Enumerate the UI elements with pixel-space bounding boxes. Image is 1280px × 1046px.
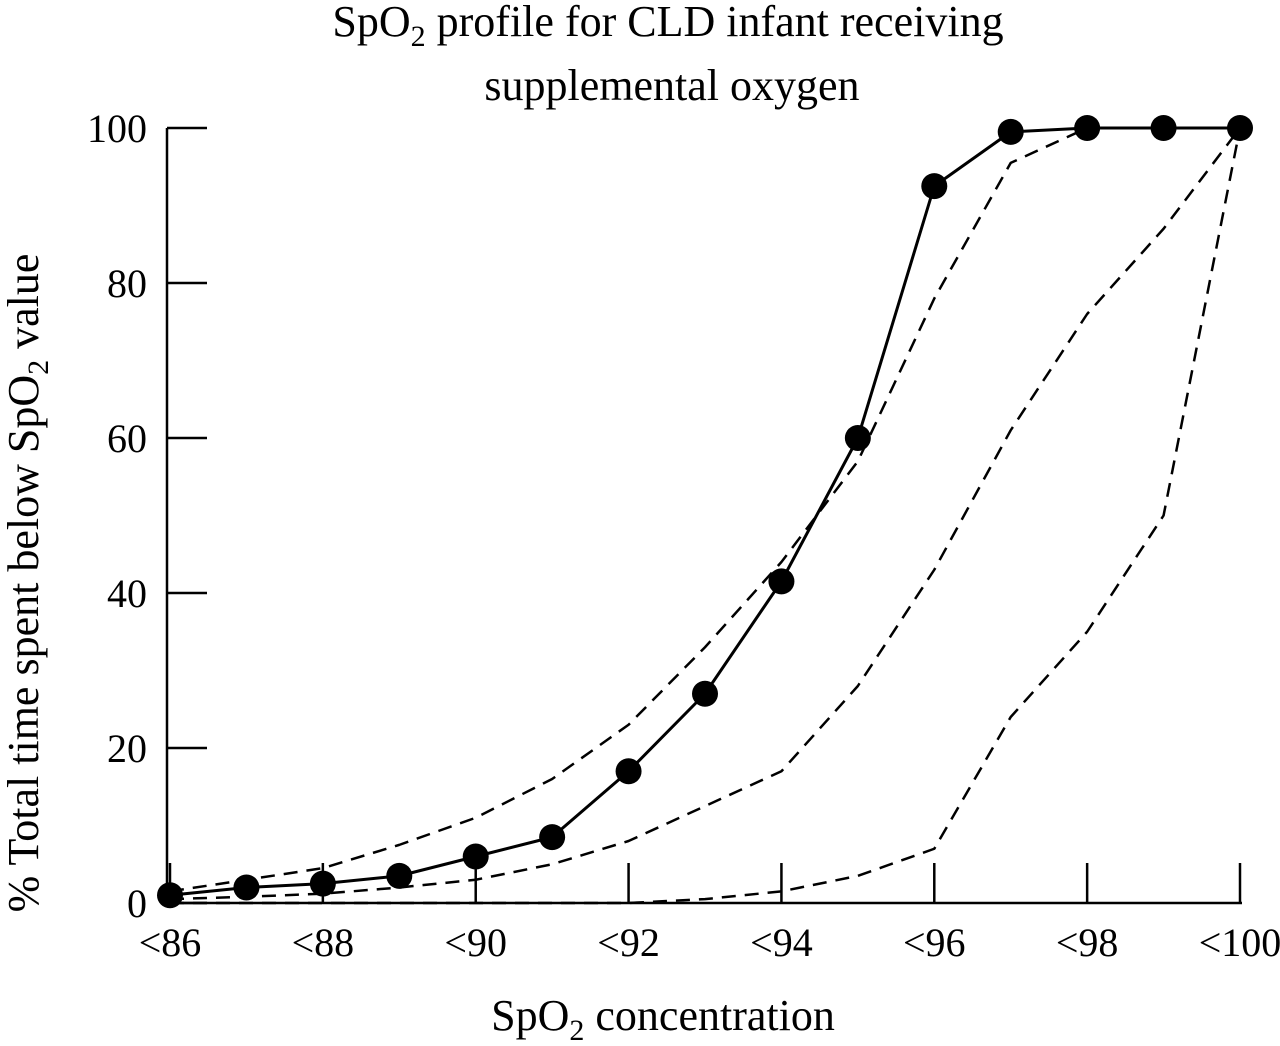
y-tick-label: 40 bbox=[107, 571, 147, 616]
series-0-point bbox=[233, 874, 260, 901]
series-0-point bbox=[462, 843, 489, 870]
series-0-point bbox=[997, 118, 1024, 145]
y-tick-label: 20 bbox=[107, 726, 147, 771]
y-tick-label: 0 bbox=[127, 881, 147, 926]
y-tick-label: 80 bbox=[107, 261, 147, 306]
series-3-line bbox=[170, 127, 1242, 905]
x-ticks: <86 <88 <90 <92 <94 <96 <98 <100 bbox=[139, 863, 1280, 965]
x-tick-label: <90 bbox=[444, 920, 507, 965]
y-tick-label: 100 bbox=[87, 106, 147, 151]
series-0-line bbox=[169, 126, 1240, 897]
axes bbox=[165, 128, 1242, 905]
series-0-point bbox=[921, 173, 948, 200]
series-0-point bbox=[692, 680, 718, 707]
series-0-point bbox=[844, 425, 871, 451]
x-tick-label: <88 bbox=[292, 920, 355, 965]
y-tick-label: 60 bbox=[107, 416, 147, 461]
series-0-point bbox=[157, 882, 183, 909]
y-ticks: 0 20 40 60 80 100 bbox=[87, 106, 207, 926]
x-tick-label: <100 bbox=[1199, 920, 1280, 965]
series-1-line bbox=[169, 126, 1240, 893]
y-axis-label: % Total time spent below SpO2 value bbox=[0, 254, 55, 913]
series-0-point bbox=[615, 758, 642, 785]
x-tick-label: <96 bbox=[903, 920, 966, 965]
series-0-point bbox=[386, 862, 413, 889]
series-0-point bbox=[1150, 115, 1177, 141]
series-0-point bbox=[309, 870, 336, 897]
x-tick-label: <92 bbox=[597, 920, 660, 965]
series-0-point bbox=[539, 824, 566, 851]
series-0-point bbox=[1074, 115, 1101, 141]
series-0-point bbox=[1227, 115, 1253, 141]
x-tick-label: <98 bbox=[1056, 920, 1119, 965]
x-tick-label: <94 bbox=[750, 920, 813, 965]
chart-title-line-1: SpO2 profile for CLD infant receiving bbox=[332, 0, 1003, 53]
x-tick-label: <86 bbox=[139, 920, 202, 965]
series-0-point bbox=[768, 568, 795, 595]
chart-title-line-2: supplemental oxygen bbox=[484, 61, 859, 110]
series-2-line bbox=[169, 127, 1241, 901]
x-axis-label: SpO2 concentration bbox=[491, 991, 835, 1046]
series-layer bbox=[157, 115, 1253, 909]
